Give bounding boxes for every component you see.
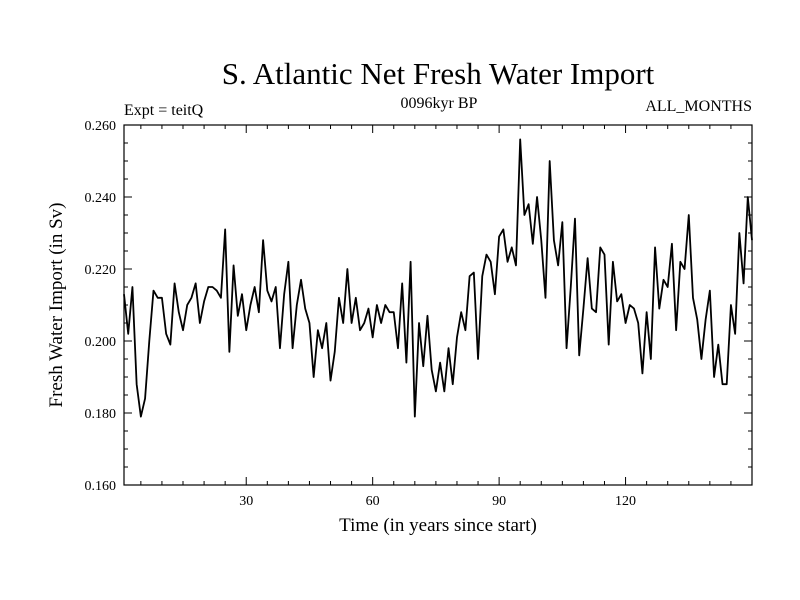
y-tick-label: 0.160 — [85, 479, 117, 494]
plot-frame — [123, 124, 753, 486]
chart-subtitle-center: 0096kyr BP — [401, 95, 478, 112]
axis-tick-labels: 30 60 90 120 0.160 0.180 0.200 0.220 0.240 0.260 — [85, 119, 637, 509]
x-tick-label: 120 — [615, 494, 636, 509]
x-tick-label: 60 — [366, 494, 380, 509]
y-axis-label: Fresh Water Import (in Sv) — [46, 203, 67, 408]
x-axis-label: Time (in years since start) — [339, 515, 537, 536]
chart-subtitle-left: Expt = teitQ — [124, 102, 204, 119]
y-tick-label: 0.260 — [85, 119, 117, 134]
chart-title: S. Atlantic Net Fresh Water Import — [222, 56, 655, 91]
y-tick-label: 0.180 — [85, 407, 117, 422]
y-tick-label: 0.200 — [85, 335, 117, 350]
y-tick-label: 0.220 — [85, 263, 117, 278]
series-layer — [123, 138, 753, 418]
x-tick-label: 30 — [239, 494, 253, 509]
y-tick-label: 0.240 — [85, 191, 117, 206]
x-tick-label: 90 — [492, 494, 506, 509]
chart-subtitle-right: ALL_MONTHS — [645, 98, 752, 115]
series-line-fresh-water-import — [123, 138, 753, 418]
axis-ticks — [124, 124, 753, 486]
